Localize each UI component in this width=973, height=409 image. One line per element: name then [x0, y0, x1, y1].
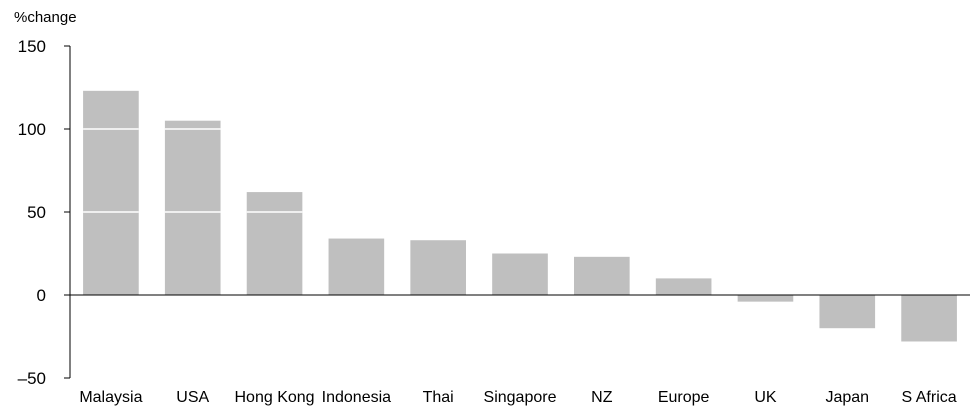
y-tick-label: 100	[18, 120, 46, 139]
category-label: Singapore	[484, 389, 557, 406]
y-tick-label: 0	[37, 286, 46, 305]
y-tick-label: 150	[18, 37, 46, 56]
category-label: Hong Kong	[235, 389, 315, 406]
category-label: S Africa	[902, 389, 957, 406]
y-tick-label: –50	[18, 369, 46, 388]
bar-indonesia	[328, 238, 385, 295]
bar-japan	[819, 295, 876, 329]
y-tick-label: 50	[27, 203, 46, 222]
bar-singapore	[492, 253, 548, 295]
category-label: USA	[176, 389, 209, 406]
bar-nz	[574, 256, 630, 295]
bar-uk	[737, 295, 794, 302]
y-axis-ticks: –50 0 50 100 150	[18, 37, 70, 388]
bar-hong-kong	[246, 192, 303, 295]
y-axis-unit-label: %change	[14, 9, 77, 26]
category-label: Japan	[825, 389, 869, 406]
category-label: Thai	[423, 389, 454, 406]
bars	[83, 90, 957, 342]
bar-thai	[410, 240, 466, 295]
bar-europe	[655, 278, 712, 295]
category-label: Europe	[658, 389, 710, 406]
category-label: UK	[754, 389, 777, 406]
bar-usa	[164, 120, 221, 295]
category-label: Indonesia	[322, 389, 391, 406]
category-label: Malaysia	[79, 389, 142, 406]
category-label: NZ	[591, 389, 613, 406]
bar-malaysia	[83, 90, 139, 295]
bar-s-africa	[901, 295, 957, 342]
category-labels: Malaysia USA Hong Kong Indonesia Thai Singapo…	[79, 389, 956, 406]
